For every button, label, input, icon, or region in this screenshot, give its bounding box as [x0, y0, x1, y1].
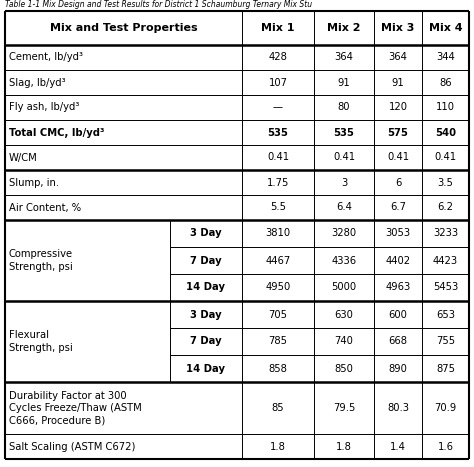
Text: 6: 6 — [395, 177, 401, 187]
Text: Mix and Test Properties: Mix and Test Properties — [50, 23, 197, 33]
Text: 540: 540 — [435, 127, 456, 137]
Text: 630: 630 — [335, 310, 354, 319]
Text: 428: 428 — [269, 52, 287, 63]
Text: 890: 890 — [389, 363, 408, 374]
Text: 3.5: 3.5 — [438, 177, 454, 187]
Text: 85: 85 — [272, 403, 284, 413]
Text: 3233: 3233 — [433, 228, 458, 239]
Text: Cement, lb/yd³: Cement, lb/yd³ — [9, 52, 83, 63]
Text: 3280: 3280 — [331, 228, 356, 239]
Text: 86: 86 — [439, 78, 452, 87]
Text: 364: 364 — [335, 52, 354, 63]
Text: 1.6: 1.6 — [438, 441, 454, 452]
Text: 1.8: 1.8 — [270, 441, 286, 452]
Text: 785: 785 — [268, 337, 288, 347]
Text: 0.41: 0.41 — [267, 153, 289, 163]
Text: 4423: 4423 — [433, 255, 458, 266]
Text: 4402: 4402 — [385, 255, 410, 266]
Text: Table 1-1 Mix Design and Test Results for District 1 Schaumburg Ternary Mix Stu: Table 1-1 Mix Design and Test Results fo… — [5, 0, 312, 9]
Text: 4336: 4336 — [331, 255, 356, 266]
Text: 6.7: 6.7 — [390, 203, 406, 212]
Text: Fly ash, lb/yd³: Fly ash, lb/yd³ — [9, 102, 79, 113]
Text: 7 Day: 7 Day — [190, 337, 222, 347]
Text: 600: 600 — [389, 310, 408, 319]
Text: 120: 120 — [389, 102, 408, 113]
Text: 364: 364 — [389, 52, 408, 63]
Text: 875: 875 — [436, 363, 455, 374]
Text: 5453: 5453 — [433, 283, 458, 292]
Text: 0.41: 0.41 — [435, 153, 456, 163]
Text: 3053: 3053 — [385, 228, 410, 239]
Text: 91: 91 — [392, 78, 404, 87]
Text: 850: 850 — [335, 363, 354, 374]
Text: 70.9: 70.9 — [434, 403, 456, 413]
Text: 858: 858 — [269, 363, 287, 374]
Text: 7 Day: 7 Day — [190, 255, 222, 266]
Text: 5.5: 5.5 — [270, 203, 286, 212]
Text: 575: 575 — [388, 127, 409, 137]
Text: 755: 755 — [436, 337, 455, 347]
Text: 14 Day: 14 Day — [186, 363, 226, 374]
Text: 107: 107 — [268, 78, 288, 87]
Text: Slump, in.: Slump, in. — [9, 177, 59, 187]
Text: —: — — [273, 102, 283, 113]
Text: 6.2: 6.2 — [438, 203, 454, 212]
Text: 1.8: 1.8 — [336, 441, 352, 452]
Text: 14 Day: 14 Day — [186, 283, 226, 292]
Text: Total CMC, lb/yd³: Total CMC, lb/yd³ — [9, 127, 104, 137]
Text: 4963: 4963 — [385, 283, 410, 292]
Text: 344: 344 — [436, 52, 455, 63]
Text: 0.41: 0.41 — [387, 153, 409, 163]
Text: 3 Day: 3 Day — [190, 310, 222, 319]
Text: Slag, lb/yd³: Slag, lb/yd³ — [9, 78, 65, 87]
Text: 5000: 5000 — [331, 283, 356, 292]
Text: 6.4: 6.4 — [336, 203, 352, 212]
Text: 1.4: 1.4 — [390, 441, 406, 452]
Text: 740: 740 — [335, 337, 354, 347]
Text: Flexural
Strength, psi: Flexural Strength, psi — [9, 330, 73, 353]
Text: W/CM: W/CM — [9, 153, 38, 163]
Text: 535: 535 — [334, 127, 355, 137]
Text: 91: 91 — [337, 78, 350, 87]
Text: Air Content, %: Air Content, % — [9, 203, 81, 212]
Text: Durability Factor at 300
Cycles Freeze/Thaw (ASTM
C666, Procedure B): Durability Factor at 300 Cycles Freeze/T… — [9, 390, 142, 425]
Text: 80.3: 80.3 — [387, 403, 409, 413]
Text: 668: 668 — [389, 337, 408, 347]
Text: 4950: 4950 — [265, 283, 291, 292]
Text: Mix 2: Mix 2 — [327, 23, 361, 33]
Text: 3: 3 — [341, 177, 347, 187]
Text: 80: 80 — [338, 102, 350, 113]
Text: 110: 110 — [436, 102, 455, 113]
Text: 705: 705 — [268, 310, 288, 319]
Text: 0.41: 0.41 — [333, 153, 355, 163]
Text: 1.75: 1.75 — [267, 177, 289, 187]
Text: Mix 1: Mix 1 — [261, 23, 295, 33]
Text: Salt Scaling (ASTM C672): Salt Scaling (ASTM C672) — [9, 441, 136, 452]
Text: 3 Day: 3 Day — [190, 228, 222, 239]
Text: Compressive
Strength, psi: Compressive Strength, psi — [9, 249, 73, 272]
Text: 535: 535 — [267, 127, 289, 137]
Text: 3810: 3810 — [265, 228, 291, 239]
Text: 79.5: 79.5 — [333, 403, 355, 413]
Text: Mix 4: Mix 4 — [428, 23, 462, 33]
Text: 4467: 4467 — [265, 255, 291, 266]
Text: Mix 3: Mix 3 — [381, 23, 415, 33]
Text: 653: 653 — [436, 310, 455, 319]
